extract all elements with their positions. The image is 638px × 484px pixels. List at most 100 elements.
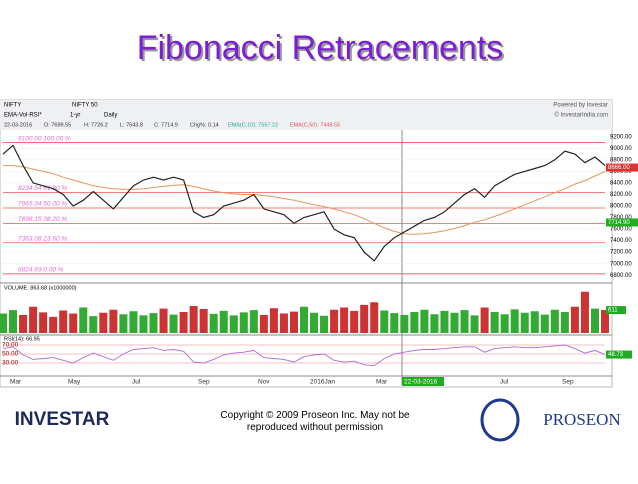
rsi-tick-label: 30.00 [2,360,19,367]
rsi-line [2,344,606,367]
volume-bar [139,315,148,333]
y-tick-label: 8600.00 [610,169,632,175]
copyright: Copyright © 2009 Proseon Inc. May not be… [220,410,410,433]
volume-bar [149,313,158,333]
y-tick-label: 8800.00 [610,157,632,163]
volume-bar [370,302,379,333]
volume-bar [29,306,38,333]
price-marker [606,218,638,227]
volume-bar [89,316,98,333]
volume-bar [460,310,469,333]
y-tick-label: 8200.00 [610,192,632,198]
y-tick-label: 8400.00 [610,181,632,187]
x-tick-label: May [68,379,81,386]
cursor-date-box [402,377,444,386]
volume-bar [390,313,399,333]
price-marker [606,163,638,172]
volume-bar [9,310,18,333]
volume-bar [289,311,298,333]
x-tick-label: Sep [198,379,210,386]
price-marker-label: 8666.00 [608,165,630,171]
volume-bar [550,309,559,333]
x-tick-label: Nov [258,379,270,386]
volume-bar [410,312,419,333]
volume-bar [179,312,188,333]
volume-bar [540,314,549,333]
x-tick-label: 2016Jan [310,379,335,386]
study[interactable]: EMA-Vol-RSI* [4,113,42,119]
volume-bar [299,306,309,333]
copyright-box: Copyright © 2009 Proseon Inc. May not be… [220,410,410,433]
volume-bar [79,307,88,333]
volume-bar [0,313,8,333]
y-tick-label: 9000.00 [610,146,632,152]
title-shadow: Fibonacci Retracements [139,31,506,69]
y-tick-label: 8000.00 [610,204,632,210]
info-field: EMA(C,50): 7448.55 [290,122,340,128]
volume-bar [279,313,288,333]
volume-bar [269,308,278,333]
volume-bar [209,313,218,333]
volume-bar [69,313,78,333]
price-line [2,144,606,262]
volume-bar [189,306,198,333]
volume-bar [480,307,489,333]
volume-bar [580,291,589,333]
volume-bar [490,312,499,333]
info-field: O: 7699.55 [44,122,71,128]
x-tick-label: Sep [562,379,574,386]
info-field: H: 7726.2 [84,122,108,128]
volume-bar [159,308,168,333]
price-marker-label: 7714.90 [608,220,630,226]
y-tick-label: 6800.00 [610,273,632,279]
volume-bar [39,312,48,333]
y-tick-label: 7800.00 [610,215,632,221]
volume-bar [570,306,579,333]
volume-bar [510,309,519,333]
x-tick-label: Jul [500,379,509,386]
volume-bar [520,312,529,333]
index[interactable]: NIFTY 50 [72,103,98,109]
y-tick-label: 7200.00 [610,250,632,256]
info-field: L: 7643.8 [120,122,143,128]
volume-bar [19,315,28,333]
rsi-marker-label: 48.73 [608,352,624,358]
fib-label: 8234.54 61.80 % [18,185,67,192]
volume-bar [530,311,539,333]
volume-bar [600,310,610,333]
chart-window [0,99,613,388]
x-tick-label: Mar [10,379,22,386]
y-tick-label: 7400.00 [610,238,632,244]
slide-title: Fibonacci Retracements [137,29,504,67]
toolbar [0,100,612,130]
period[interactable]: 1-yr [70,113,80,119]
volume-bar [330,309,339,333]
volume-bar [380,310,389,333]
volume-bar [360,304,369,333]
site: © InvestarIndia.com [555,112,608,119]
symbol[interactable]: NIFTY [4,103,21,109]
fib-label: 7965.34 50.00 % [18,201,67,208]
powered: Powered by Investar [553,103,608,109]
volume-bar [169,314,178,333]
info-field: Chg%: 0.14 [190,122,219,128]
interval[interactable]: Daily [104,113,117,119]
volume-bar [239,312,248,333]
volume-bar [129,311,138,333]
fib-label: 7696.15 38.20 % [18,216,67,223]
rsi-marker [606,350,632,359]
volume-bar [99,312,108,333]
volume-bar [310,312,319,333]
volume-bar [560,312,569,333]
x-tick-label: Mar [376,379,388,386]
rsi-tick-label: 50.00 [2,351,19,358]
volume-bar [199,309,208,333]
ema-line [3,165,606,235]
volume-bar [590,308,599,333]
proseon-logo: PROSEON [543,410,620,429]
volume-bar [440,310,449,333]
investar-logo: INVESTAR [15,409,110,430]
volume-bar [49,316,58,333]
fib-label: 6824.69 0.00 % [18,267,64,274]
